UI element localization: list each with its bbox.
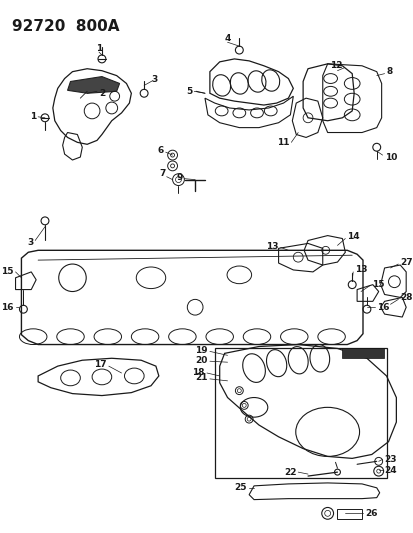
Bar bbox=[337, 510, 361, 519]
Text: 20: 20 bbox=[195, 356, 207, 365]
Text: 3: 3 bbox=[151, 75, 157, 84]
Text: 16: 16 bbox=[1, 303, 14, 312]
Text: 9: 9 bbox=[176, 173, 182, 182]
Text: 13: 13 bbox=[354, 265, 367, 274]
Text: 16: 16 bbox=[376, 303, 388, 312]
Text: 14: 14 bbox=[347, 232, 359, 241]
Text: 92720  800A: 92720 800A bbox=[12, 19, 119, 34]
Text: 12: 12 bbox=[329, 61, 342, 70]
Text: 7: 7 bbox=[159, 169, 165, 178]
Polygon shape bbox=[67, 77, 119, 93]
Text: 11: 11 bbox=[276, 138, 289, 147]
Text: 19: 19 bbox=[195, 346, 207, 355]
Text: 8: 8 bbox=[386, 67, 392, 76]
Text: 22: 22 bbox=[283, 467, 296, 477]
Text: 17: 17 bbox=[94, 360, 107, 369]
Text: 26: 26 bbox=[364, 509, 377, 518]
Text: 15: 15 bbox=[1, 268, 14, 277]
Text: 27: 27 bbox=[399, 257, 412, 266]
Text: 5: 5 bbox=[185, 87, 192, 96]
Text: 4: 4 bbox=[224, 34, 230, 43]
Text: 28: 28 bbox=[399, 293, 412, 302]
Text: 6: 6 bbox=[157, 146, 164, 155]
Text: 3: 3 bbox=[27, 238, 33, 247]
Text: 24: 24 bbox=[384, 466, 396, 475]
Bar bbox=[342, 349, 383, 358]
Text: 13: 13 bbox=[266, 242, 278, 251]
Text: 25: 25 bbox=[234, 483, 247, 492]
Text: 1: 1 bbox=[30, 112, 36, 122]
Text: 18: 18 bbox=[192, 368, 204, 376]
Text: 10: 10 bbox=[384, 152, 396, 161]
Text: 1: 1 bbox=[96, 44, 102, 53]
Text: 15: 15 bbox=[371, 280, 383, 289]
Text: 2: 2 bbox=[99, 89, 105, 98]
Text: 23: 23 bbox=[384, 455, 396, 464]
Text: 21: 21 bbox=[195, 374, 207, 382]
Bar bbox=[214, 349, 386, 478]
